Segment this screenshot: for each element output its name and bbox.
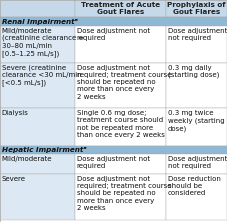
Bar (166, 109, 227, 146)
Text: Single 0.6 mg dose;
treatment course should
not be repeated more
than once every: Single 0.6 mg dose; treatment course sho… (77, 110, 165, 138)
Bar (0, 109, 75, 146)
Bar (75, 174, 166, 220)
Text: Dose adjustment not
required: Dose adjustment not required (77, 28, 150, 41)
Text: 0.3 mg daily
(starting dose): 0.3 mg daily (starting dose) (168, 65, 219, 78)
Bar (166, 0, 227, 17)
Bar (0, 146, 227, 154)
Text: Dialysis: Dialysis (2, 110, 29, 116)
Bar (75, 63, 166, 109)
Bar (75, 154, 166, 174)
Text: Severe (creatinine
clearance <30 mL/min
[<0.5 mL/s]): Severe (creatinine clearance <30 mL/min … (2, 65, 81, 86)
Text: Dose adjustment not
required: Dose adjustment not required (77, 156, 150, 169)
Text: Hepatic Impairmentᵃ: Hepatic Impairmentᵃ (2, 147, 86, 153)
Text: Prophylaxis of
Gout Flares: Prophylaxis of Gout Flares (167, 2, 226, 15)
Text: Dose adjustment
not required: Dose adjustment not required (168, 156, 227, 169)
Bar (0, 0, 75, 17)
Bar (166, 154, 227, 174)
Bar (75, 0, 166, 17)
Text: Dose adjustment not
required; treatment course
should be repeated no
more than o: Dose adjustment not required; treatment … (77, 176, 171, 211)
Bar (166, 174, 227, 220)
Bar (75, 26, 166, 63)
Bar (166, 63, 227, 109)
Text: Mild/moderate: Mild/moderate (2, 156, 52, 162)
Bar (0, 174, 75, 220)
Text: Dose reduction
should be
considered: Dose reduction should be considered (168, 176, 220, 196)
Text: Dose adjustment
not required: Dose adjustment not required (168, 28, 227, 41)
Text: Severe: Severe (2, 176, 26, 182)
Bar (0, 17, 227, 26)
Text: 0.3 mg twice
weekly (starting
dose): 0.3 mg twice weekly (starting dose) (168, 110, 224, 132)
Bar (0, 154, 75, 174)
Text: Dose adjustment not
required; treatment course
should be repeated no
more than o: Dose adjustment not required; treatment … (77, 65, 171, 100)
Text: Treatment of Acute
Gout Flares: Treatment of Acute Gout Flares (81, 2, 160, 15)
Bar (75, 109, 166, 146)
Bar (166, 26, 227, 63)
Text: Renal Impairmentᵃ: Renal Impairmentᵃ (2, 18, 78, 25)
Bar (0, 63, 75, 109)
Text: Mild/moderate
(creatinine clearance =
30–80 mL/min
[0.5–1.25 mL/s]): Mild/moderate (creatinine clearance = 30… (2, 28, 84, 57)
Bar (0, 26, 75, 63)
